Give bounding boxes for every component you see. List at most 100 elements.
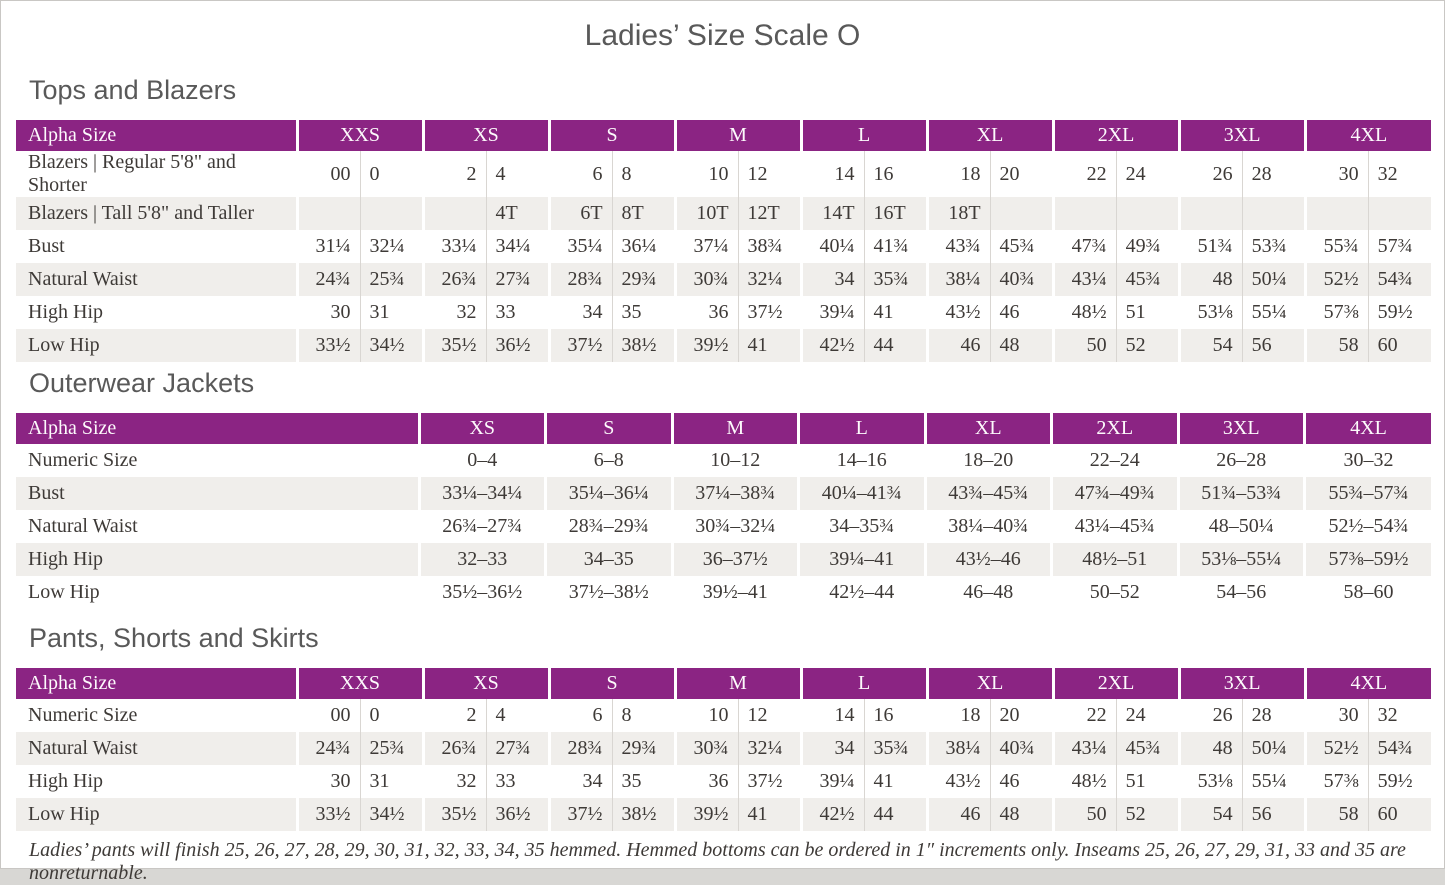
size-value-cell: 46 — [925, 798, 991, 831]
size-value-cell: 43½ — [925, 296, 991, 329]
size-value-cell: 36–37½ — [670, 543, 799, 576]
size-value-cell: 28¾ — [547, 732, 613, 765]
size-value-cell: 30 — [1303, 151, 1369, 197]
header-row: Alpha Size XXS XS S M L XL 2XL 3XL 4XL — [16, 120, 1432, 151]
size-value-cell: 30 — [295, 296, 360, 329]
size-value-cell: 41¾ — [863, 230, 928, 263]
size-value-cell: 57⅜–59½ — [1303, 543, 1431, 576]
footnote: Ladies’ pants will finish 25, 26, 27, 28… — [29, 839, 1406, 884]
table-row: Natural Waist 24¾ 25¾ 26¾ 27¾ 28¾ 29¾ 30¾ 32¼ 34 3… — [16, 732, 1432, 765]
size-value-cell: 12 — [737, 699, 802, 732]
size-header: 2XL — [1051, 668, 1180, 699]
size-value-cell: 20 — [989, 699, 1054, 732]
size-value-cell: 43¼–45¾ — [1050, 510, 1178, 543]
size-value-cell: 40¼–41¾ — [797, 477, 925, 510]
size-value-cell — [989, 197, 1054, 230]
size-value-cell: 43¾–45¾ — [923, 477, 1052, 510]
table-row: Low Hip 33½ 34½ 35½ 36½ 37½ 38½ 39½ 41 42½ 44 46 48 5… — [16, 798, 1432, 831]
size-value-cell: 30 — [295, 765, 360, 798]
size-value-cell: 6 — [547, 699, 613, 732]
size-value-cell: 26 — [1177, 699, 1243, 732]
table-row: High Hip 32–33 34–35 36–37½ 39¼–41 43½–46 48½–… — [16, 543, 1431, 576]
size-value-cell: 26¾ — [421, 263, 487, 296]
row-label: High Hip — [16, 296, 297, 329]
size-value-cell: 35½ — [421, 798, 487, 831]
row-label: Low Hip — [16, 798, 297, 831]
size-value-cell: 34 — [799, 732, 865, 765]
size-value-cell: 35¼ — [547, 230, 613, 263]
size-value-cell: 48–50¼ — [1176, 510, 1305, 543]
size-value-cell: 33 — [485, 296, 550, 329]
table-row: Numeric Size 00 0 2 4 6 8 10 12 14 16 18 20 22 24 26 28 3… — [16, 699, 1432, 732]
size-value-cell: 43¾ — [925, 230, 991, 263]
row-label: High Hip — [16, 543, 419, 576]
row-label: Low Hip — [16, 576, 419, 609]
size-value-cell: 0 — [359, 151, 424, 197]
size-value-cell: 24 — [1115, 699, 1180, 732]
size-value-cell: 52 — [1115, 329, 1180, 362]
size-value-cell: 57⅜ — [1303, 296, 1369, 329]
table-row: Natural Waist 26¾–27¾ 28¾–29¾ 30¾–32¼ 34–35¾… — [16, 510, 1431, 543]
size-value-cell: 42½–44 — [797, 576, 925, 609]
size-value-cell: 47¾–49¾ — [1050, 477, 1178, 510]
size-value-cell: 38¼ — [925, 732, 991, 765]
size-header: 4XL — [1303, 668, 1432, 699]
size-value-cell: 43½–46 — [923, 543, 1052, 576]
size-header: L — [797, 413, 925, 444]
size-header: 2XL — [1051, 120, 1180, 151]
section-title: Pants, Shorts and Skirts — [29, 623, 319, 653]
size-value-cell: 35¾ — [863, 732, 928, 765]
table-row: Bust 33¼–34¼ 35¼–36¼ 37¼–38¾ 40¼–41¾ 43¾–45¾ 4… — [16, 477, 1431, 510]
size-value-cell: 8 — [611, 151, 676, 197]
size-value-cell: 51 — [1115, 296, 1180, 329]
size-value-cell: 43¼ — [1051, 732, 1117, 765]
size-header: XL — [925, 668, 1054, 699]
size-header: XL — [923, 413, 1052, 444]
size-header: 4XL — [1303, 120, 1432, 151]
size-value-cell: 48 — [989, 329, 1054, 362]
size-value-cell: 16 — [863, 151, 928, 197]
size-value-cell: 28¾ — [547, 263, 613, 296]
size-value-cell: 33 — [485, 765, 550, 798]
size-value-cell: 53⅛–55¼ — [1176, 543, 1305, 576]
size-value-cell: 10T — [673, 197, 739, 230]
row-label: Natural Waist — [16, 732, 297, 765]
size-value-cell: 38½ — [611, 329, 676, 362]
size-value-cell: 58 — [1303, 329, 1369, 362]
size-value-cell: 54–56 — [1176, 576, 1305, 609]
size-header: XL — [925, 120, 1054, 151]
size-value-cell: 55¾–57¾ — [1303, 477, 1431, 510]
size-value-cell: 16T — [863, 197, 928, 230]
size-value-cell: 48 — [1177, 263, 1243, 296]
size-value-cell: 37½ — [737, 296, 802, 329]
size-value-cell: 18T — [925, 197, 991, 230]
size-value-cell — [295, 197, 360, 230]
size-value-cell: 24¾ — [295, 263, 360, 296]
size-value-cell: 50¼ — [1241, 263, 1306, 296]
size-header: 3XL — [1177, 668, 1306, 699]
size-header: M — [673, 120, 802, 151]
size-value-cell: 39¼–41 — [797, 543, 925, 576]
size-header: S — [547, 120, 676, 151]
size-value-cell: 24 — [1115, 151, 1180, 197]
size-header: 3XL — [1177, 120, 1306, 151]
size-value-cell: 41 — [863, 765, 928, 798]
size-value-cell: 53⅛ — [1177, 296, 1243, 329]
size-value-cell: 31 — [359, 296, 424, 329]
row-label: Bust — [16, 477, 419, 510]
size-value-cell: 48½ — [1051, 765, 1117, 798]
table-row: Blazers | Regular 5'8" and Shorter 00 0 2 4 6… — [16, 151, 1432, 197]
size-value-cell: 28 — [1241, 699, 1306, 732]
size-value-cell: 52½ — [1303, 263, 1369, 296]
size-value-cell: 55¼ — [1241, 296, 1306, 329]
size-value-cell — [359, 197, 424, 230]
size-value-cell: 44 — [863, 329, 928, 362]
size-value-cell — [1115, 197, 1180, 230]
size-value-cell: 36½ — [485, 329, 550, 362]
size-value-cell: 14–16 — [797, 444, 925, 477]
size-value-cell: 34 — [547, 765, 613, 798]
size-value-cell: 57¾ — [1367, 230, 1432, 263]
size-value-cell: 37½ — [547, 329, 613, 362]
size-value-cell: 46–48 — [923, 576, 1052, 609]
